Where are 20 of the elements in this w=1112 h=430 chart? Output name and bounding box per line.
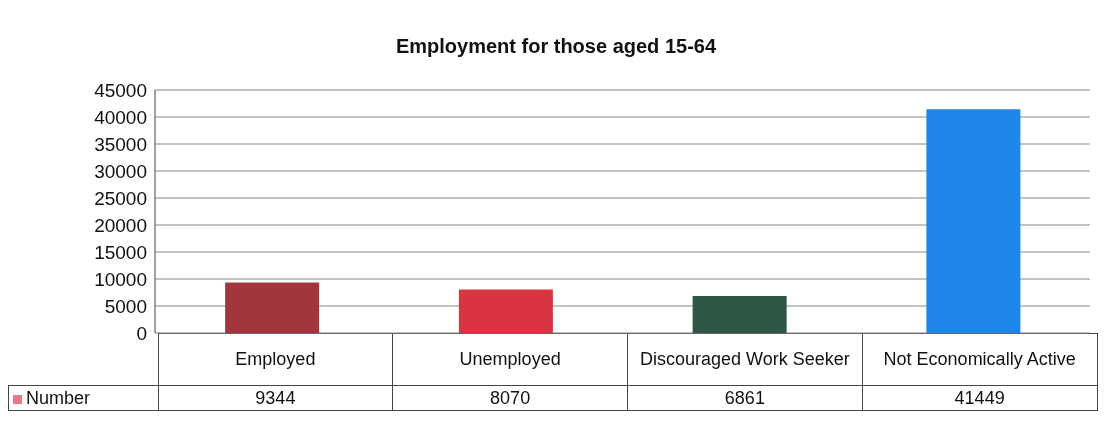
y-tick-label: 15000 — [94, 241, 147, 263]
chart-title: Employment for those aged 15-64 — [394, 34, 718, 59]
y-tick-label: 40000 — [94, 106, 147, 128]
x-tick-label: Not Economically Active — [862, 333, 1097, 386]
y-tick-label: 5000 — [104, 295, 147, 317]
y-tick-label: 35000 — [94, 133, 147, 155]
y-tick-label: 45000 — [94, 79, 147, 101]
x-tick-label: Employed — [158, 333, 393, 386]
y-tick-label: 10000 — [94, 268, 147, 290]
data-label: 8070 — [392, 385, 628, 411]
data-label: 9344 — [158, 385, 393, 411]
y-tick-label: 20000 — [94, 214, 147, 236]
x-tick-label: Unemployed — [392, 333, 628, 386]
y-tick-label: 0 — [136, 322, 147, 344]
data-label: 41449 — [862, 385, 1097, 411]
y-tick-label: 25000 — [94, 187, 147, 209]
text: Number — [8, 385, 158, 411]
x-tick-label: Discouraged Work Seeker — [627, 333, 863, 386]
y-tick-label: 30000 — [94, 160, 147, 182]
data-label: 6861 — [627, 385, 863, 411]
